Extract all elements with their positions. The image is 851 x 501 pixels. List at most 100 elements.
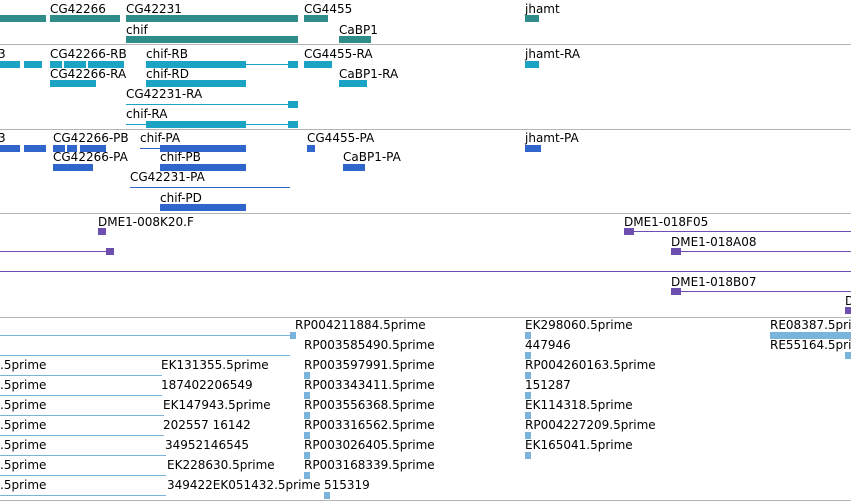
est-feature[interactable] [304,472,310,479]
proteins-track: 3 CG42266-PB chif-PA CG4455-PA jhamt-PA … [0,130,851,213]
transcript-label: CG42231-RA [126,87,203,101]
est-line [0,395,162,396]
intron-line [246,64,288,65]
protein-feature[interactable] [53,145,65,152]
protein-label: chif-PD [160,191,202,205]
gene-label: CG42231 [126,2,182,16]
clone-label: DME1-018A08 [671,235,757,249]
est-label: .5prime [0,378,47,392]
est-feature[interactable] [525,332,531,339]
transcript-label: CaBP1-RA [339,67,399,81]
est-feature[interactable] [324,492,330,499]
est-line [0,415,164,416]
transcript-feature[interactable] [288,101,298,108]
est-feature[interactable] [525,412,531,419]
clone-label: DME1-018F05 [624,215,709,229]
gene-label: jhamt [525,2,560,16]
gene-feature[interactable] [126,36,298,43]
est-feature[interactable] [290,332,296,339]
est-feature[interactable] [525,432,531,439]
est-label: EK228630.5prime [167,458,275,472]
protein-feature[interactable] [160,204,246,211]
est-label: .5prime [0,458,47,472]
transcript-feature[interactable] [50,61,62,68]
gene-label: CG42266 [50,2,106,16]
est-feature[interactable] [304,412,310,419]
gene-feature[interactable] [0,15,46,22]
est-label: .5prime [0,398,47,412]
clone-line [0,271,851,272]
gene-feature[interactable] [525,15,539,22]
est-label: .5prime [0,418,47,432]
clone-feature[interactable] [671,248,681,255]
protein-feature[interactable] [307,145,315,152]
intron-line [126,104,288,105]
clone-feature[interactable] [624,228,634,235]
clone-feature[interactable] [845,307,851,314]
transcript-feature[interactable] [304,61,332,68]
est-label: .5prime [0,438,47,452]
est-feature[interactable] [525,452,531,459]
transcript-feature[interactable] [64,61,86,68]
est-label: RP003316562.5prime [304,418,435,432]
est-label: .5prime [0,478,47,492]
protein-feature[interactable] [24,145,46,152]
est-feature[interactable] [525,352,531,359]
clone-feature[interactable] [106,248,114,255]
transcript-feature[interactable] [146,121,246,128]
est-line [0,495,166,496]
clone-feature[interactable] [98,228,106,235]
est-label: RP003343411.5prime [304,378,435,392]
protein-feature[interactable] [160,164,246,171]
transcript-feature[interactable] [0,61,20,68]
est-line [0,355,290,356]
gene-feature[interactable] [126,15,298,22]
transcript-label: chif-RD [146,67,190,81]
transcript-feature[interactable] [88,61,124,68]
est-feature[interactable] [845,352,851,359]
protein-feature[interactable] [80,145,106,152]
protein-label: CaBP1-PA [343,150,401,164]
transcript-feature[interactable] [146,61,246,68]
est-label: RP004260163.5prime [525,358,656,372]
transcript-feature[interactable] [146,80,246,87]
est-line [0,335,290,336]
est-line [0,475,166,476]
protein-feature[interactable] [160,145,246,152]
est-feature[interactable] [304,392,310,399]
protein-feature[interactable] [525,145,541,152]
est-feature[interactable] [304,372,310,379]
est-label: RE08387.5prime [770,318,851,332]
intron-line [140,148,160,149]
est-feature[interactable] [770,332,851,339]
clone-label: DME1-008K20.F [98,215,194,229]
est-label: .5prime [0,358,47,372]
transcript-label: CG42266-RA [50,67,127,81]
est-feature[interactable] [525,392,531,399]
gene-feature[interactable] [339,36,371,43]
transcript-feature[interactable] [50,80,96,87]
est-feature[interactable] [304,432,310,439]
est-feature[interactable] [525,372,531,379]
transcript-label: CG4455-RA [304,47,373,61]
protein-feature[interactable] [0,145,20,152]
est-feature[interactable] [304,452,310,459]
est-label: EK131355.5prime [161,358,269,372]
transcript-feature[interactable] [288,121,298,128]
protein-feature[interactable] [53,164,93,171]
track-divider [0,129,851,130]
transcript-feature[interactable] [339,80,367,87]
protein-feature[interactable] [343,164,365,171]
gene-feature[interactable] [304,15,328,22]
clone-feature[interactable] [671,288,681,295]
intron-line [126,124,146,125]
clone-line [634,231,851,232]
est-label: 151287 [525,378,571,392]
transcript-feature[interactable] [24,61,42,68]
protein-feature[interactable] [67,145,77,152]
gene-feature[interactable] [50,15,120,22]
transcript-feature[interactable] [288,61,298,68]
protein-label: chif-PB [160,150,201,164]
est-label: RP004211884.5prime [295,318,426,332]
transcript-feature[interactable] [525,61,539,68]
